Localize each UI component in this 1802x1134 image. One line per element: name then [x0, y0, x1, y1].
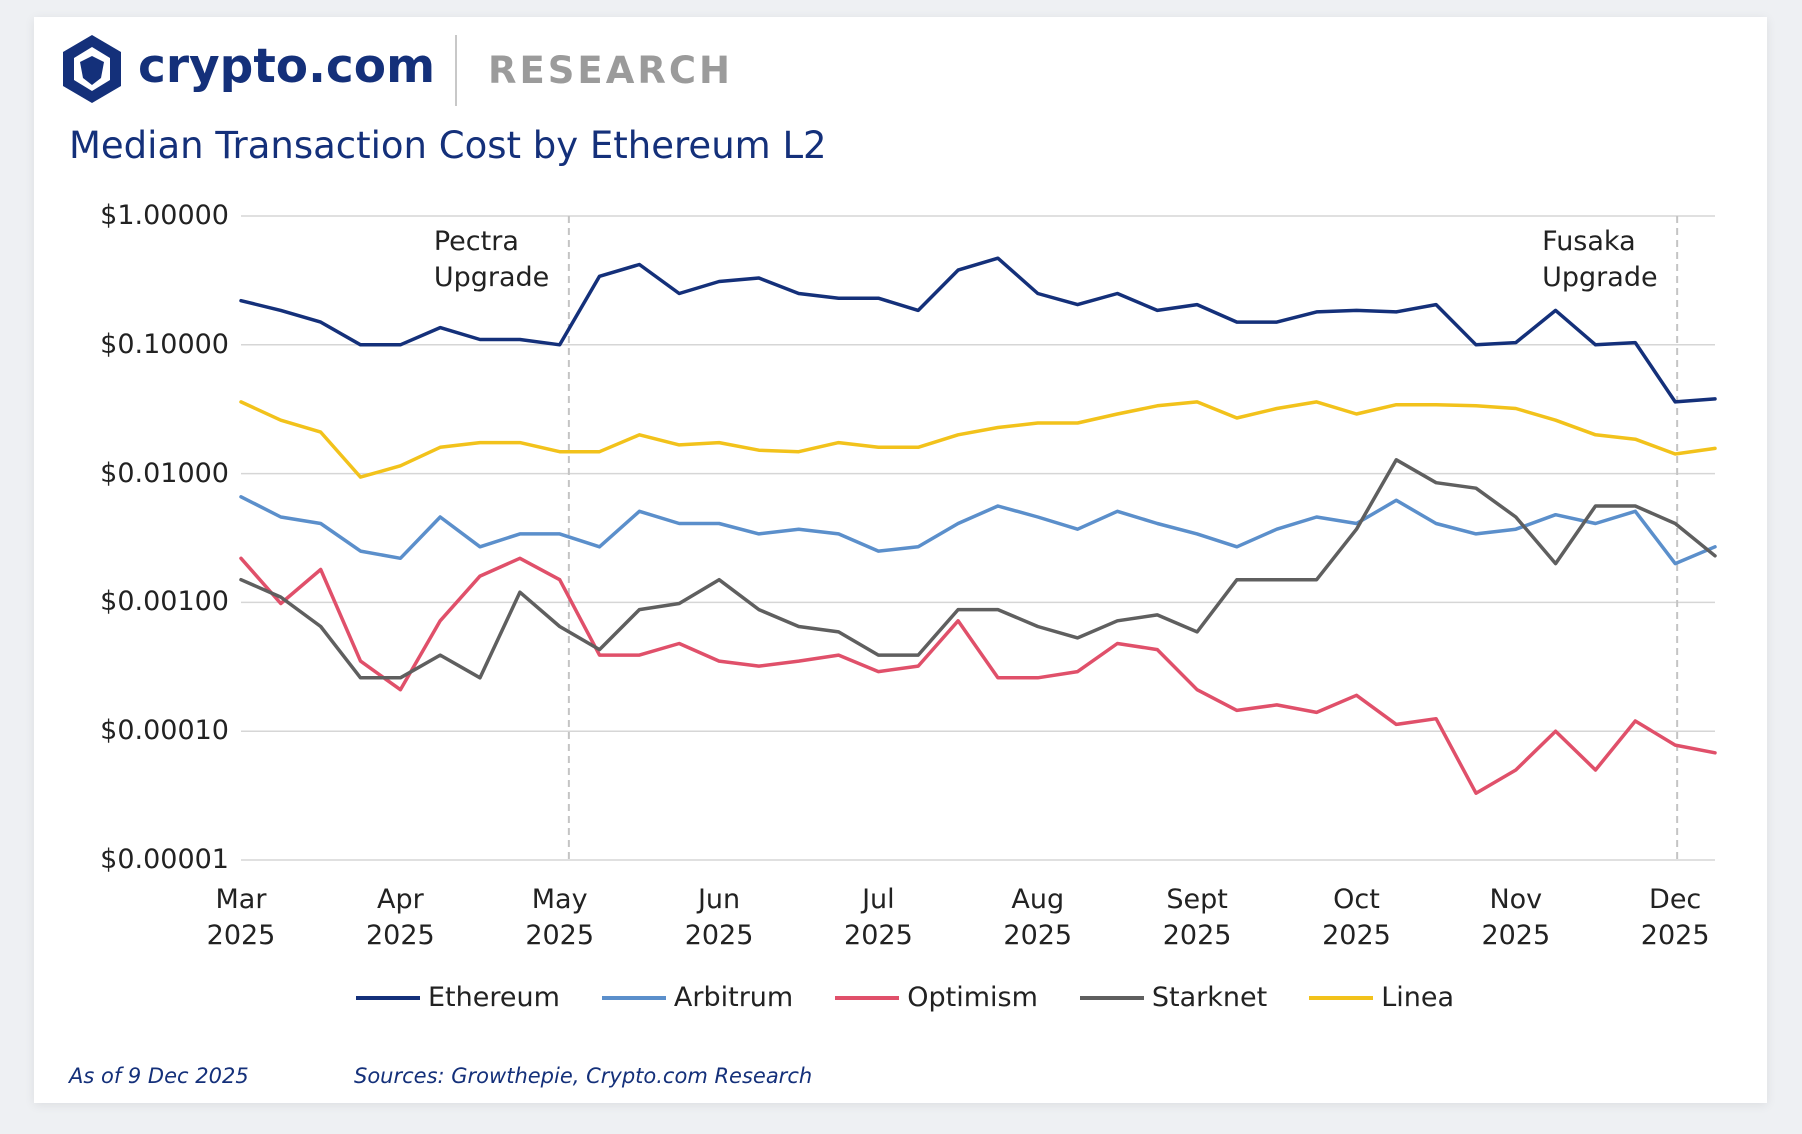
legend-label: Ethereum — [428, 982, 560, 1013]
x-tick-label: Jun 2025 — [684, 884, 754, 951]
legend-label: Arbitrum — [673, 982, 794, 1013]
x-tick-label: May 2025 — [525, 884, 595, 951]
legend-item: Ethereum — [356, 982, 560, 1013]
legend-swatch — [1309, 995, 1374, 1000]
y-tick-label: $0.00001 — [100, 844, 229, 875]
annotation: Fusaka Upgrade — [1542, 224, 1673, 296]
y-tick-label: $0.01000 — [100, 457, 229, 489]
x-tick-label: Oct 2025 — [1322, 884, 1391, 951]
legend-label: Optimism — [907, 982, 1038, 1013]
chart-title: Median Transaction Cost by Ethereum L2 — [69, 124, 827, 167]
legend-swatch — [835, 995, 900, 1000]
legend-item: Linea — [1309, 982, 1454, 1013]
x-tick-label: Sept 2025 — [1162, 884, 1232, 951]
series-line — [239, 556, 1717, 795]
series-line — [239, 400, 1717, 479]
legend-item: Optimism — [835, 982, 1038, 1013]
source: Sources: Growthepie, Crypto.com Research — [354, 1064, 813, 1088]
series-line — [239, 256, 1717, 404]
logo-icon — [63, 35, 121, 103]
note: As of 9 Dec 2025 — [69, 1064, 249, 1088]
legend-label: Linea — [1381, 982, 1455, 1013]
x-tick-label: Jul 2025 — [844, 884, 913, 951]
legend-swatch — [1079, 995, 1144, 1000]
x-tick-label: Dec 2025 — [1640, 884, 1710, 951]
brand-tag: RESEARCH — [488, 49, 733, 92]
x-tick-label: Nov 2025 — [1481, 884, 1551, 951]
legend-item: Starknet — [1079, 982, 1268, 1013]
y-tick-label: $0.10000 — [100, 328, 229, 360]
series-line — [239, 458, 1717, 680]
legend-swatch — [356, 995, 420, 1000]
card — [34, 17, 1767, 1103]
y-tick-label: $0.00100 — [100, 586, 229, 618]
legend-item: Arbitrum — [601, 982, 794, 1013]
series-line — [239, 495, 1717, 566]
brand: crypto.com — [138, 39, 436, 94]
legend-swatch — [601, 995, 666, 1000]
annotation: Pectra Upgrade — [433, 224, 564, 296]
x-tick-label: Apr 2025 — [365, 884, 435, 951]
legend: Ethereum Arbitrum Optimism Starknet Linea — [356, 982, 1454, 1013]
x-tick-label: Aug 2025 — [1003, 884, 1073, 951]
legend-label: Starknet — [1151, 982, 1268, 1013]
x-tick-label: Mar 2025 — [206, 884, 276, 951]
y-tick-label: $1.00000 — [100, 200, 229, 231]
y-tick-label: $0.00010 — [100, 715, 229, 747]
